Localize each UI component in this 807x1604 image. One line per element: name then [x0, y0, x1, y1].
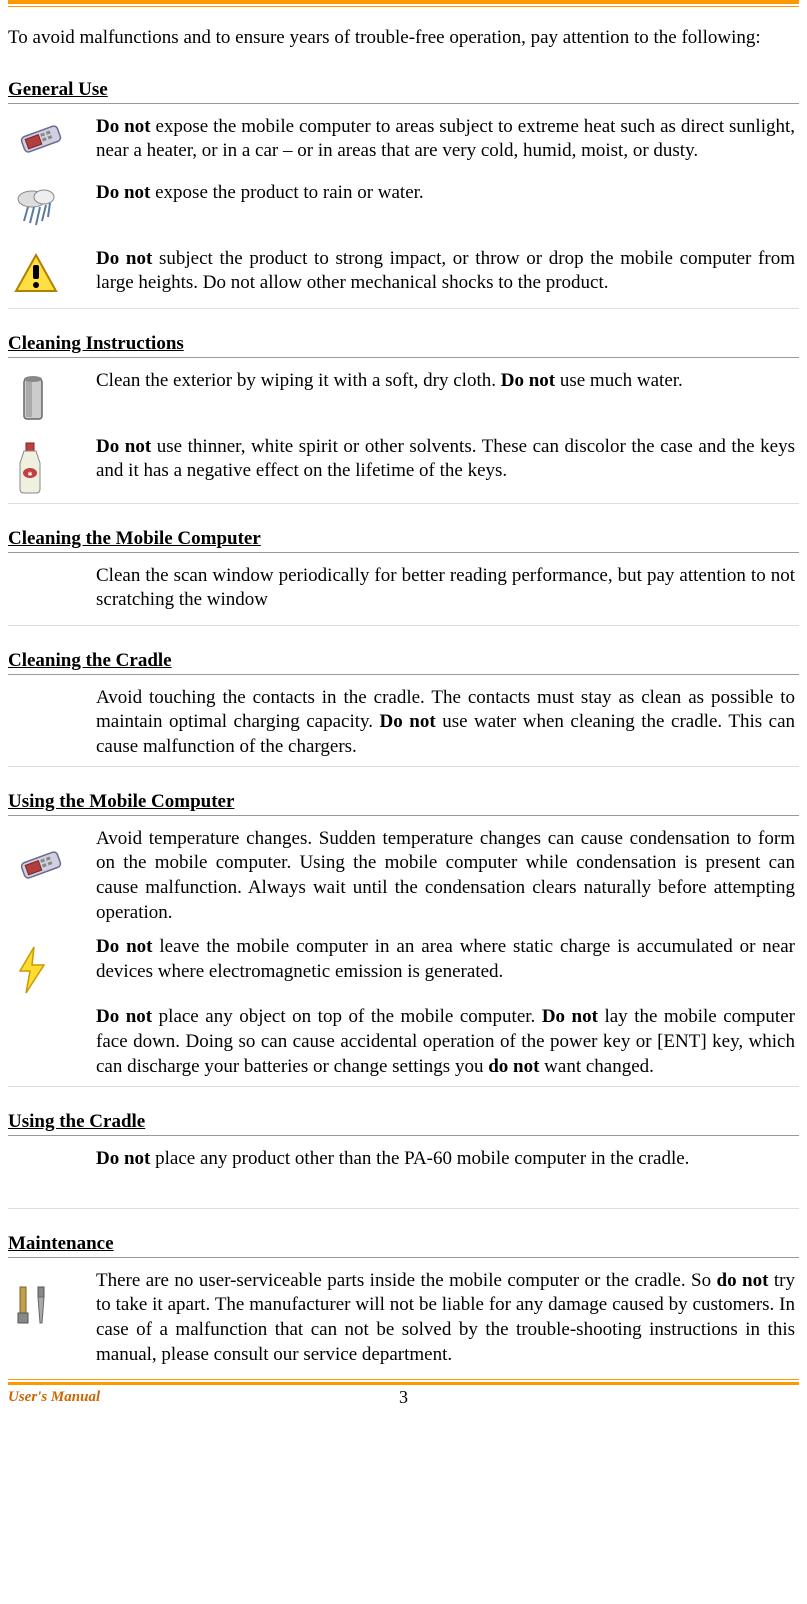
heading-cleaning-cradle: Cleaning the Cradle: [8, 650, 799, 672]
section-using-cradle: Using the Cradle Do not place any produc…: [8, 1111, 799, 1209]
item-row: Avoid touching the contacts in the cradl…: [8, 682, 799, 767]
item-row: ✱ Do not use thinner, white spirit or ot…: [8, 431, 799, 504]
section-rule: [8, 357, 799, 359]
item-text: Do not expose the product to rain or wat…: [96, 181, 799, 206]
empty-icon: [8, 686, 96, 690]
section-rule: [8, 674, 799, 676]
section-rule: [8, 1257, 799, 1259]
item-text: Do not place any product other than the …: [96, 1147, 799, 1172]
section-general-use: General Use Do not expose the mobile com…: [8, 79, 799, 309]
item-text: Clean the scan window periodically for b…: [96, 564, 799, 613]
empty-icon: [8, 564, 96, 568]
item-text: Avoid touching the contacts in the cradl…: [96, 686, 799, 760]
item-row: Avoid temperature changes. Sudden temper…: [8, 823, 799, 932]
section-rule: [8, 1135, 799, 1137]
section-cleaning-mobile: Cleaning the Mobile Computer Clean the s…: [8, 528, 799, 626]
item-row: Clean the exterior by wiping it with a s…: [8, 365, 799, 431]
empty-icon: [8, 1147, 96, 1151]
item-row: Do not expose the product to rain or wat…: [8, 177, 799, 243]
section-rule: [8, 815, 799, 817]
item-text: Do not subject the product to strong imp…: [96, 247, 799, 296]
empty-icon: [8, 1005, 96, 1009]
footer: User's Manual 3: [8, 1385, 799, 1414]
footer-title: User's Manual: [8, 1389, 100, 1406]
item-text: Do not use thinner, white spirit or othe…: [96, 435, 799, 484]
item-row: Clean the scan window periodically for b…: [8, 560, 799, 626]
warning-icon: [8, 247, 96, 295]
item-row: Do not expose the mobile computer to are…: [8, 111, 799, 177]
heading-cleaning-instructions: Cleaning Instructions: [8, 333, 799, 355]
item-row: Do not place any product other than the …: [8, 1143, 799, 1209]
item-row: Do not leave the mobile computer in an a…: [8, 931, 799, 1001]
svg-text:✱: ✱: [27, 471, 32, 478]
heading-cleaning-mobile: Cleaning the Mobile Computer: [8, 528, 799, 550]
item-row: There are no user-serviceable parts insi…: [8, 1265, 799, 1374]
heading-using-cradle: Using the Cradle: [8, 1111, 799, 1133]
section-using-mobile: Using the Mobile Computer Avoid temperat…: [8, 791, 799, 1087]
page-number: 3: [399, 1387, 408, 1408]
item-text: Do not place any object on top of the mo…: [96, 1005, 799, 1079]
heading-using-mobile: Using the Mobile Computer: [8, 791, 799, 813]
top-rule-thin: [8, 6, 799, 7]
item-text: Avoid temperature changes. Sudden temper…: [96, 827, 799, 926]
footer-rule-thin: [8, 1379, 799, 1380]
section-rule: [8, 552, 799, 554]
item-row: Do not place any object on top of the mo…: [8, 1001, 799, 1086]
heading-general-use: General Use: [8, 79, 799, 101]
footer-spacer: [795, 1389, 799, 1406]
top-rule-thick: [8, 0, 799, 4]
item-text: Do not leave the mobile computer in an a…: [96, 935, 799, 984]
section-cleaning-cradle: Cleaning the Cradle Avoid touching the c…: [8, 650, 799, 767]
device-icon: [8, 115, 96, 159]
section-cleaning-instructions: Cleaning Instructions Clean the exterior…: [8, 333, 799, 504]
lightning-icon: [8, 935, 96, 995]
item-row: Do not subject the product to strong imp…: [8, 243, 799, 309]
device-icon: [8, 827, 96, 885]
rain-icon: [8, 181, 96, 231]
tools-icon: [8, 1269, 96, 1327]
heading-maintenance: Maintenance: [8, 1233, 799, 1255]
item-text: Clean the exterior by wiping it with a s…: [96, 369, 799, 394]
item-text: There are no user-serviceable parts insi…: [96, 1269, 799, 1368]
intro-text: To avoid malfunctions and to ensure year…: [8, 25, 799, 51]
solvent-bottle-icon: ✱: [8, 435, 96, 497]
cloth-icon: [8, 369, 96, 425]
item-text: Do not expose the mobile computer to are…: [96, 115, 799, 164]
section-maintenance: Maintenance There are no user-serviceabl…: [8, 1233, 799, 1374]
section-rule: [8, 103, 799, 105]
